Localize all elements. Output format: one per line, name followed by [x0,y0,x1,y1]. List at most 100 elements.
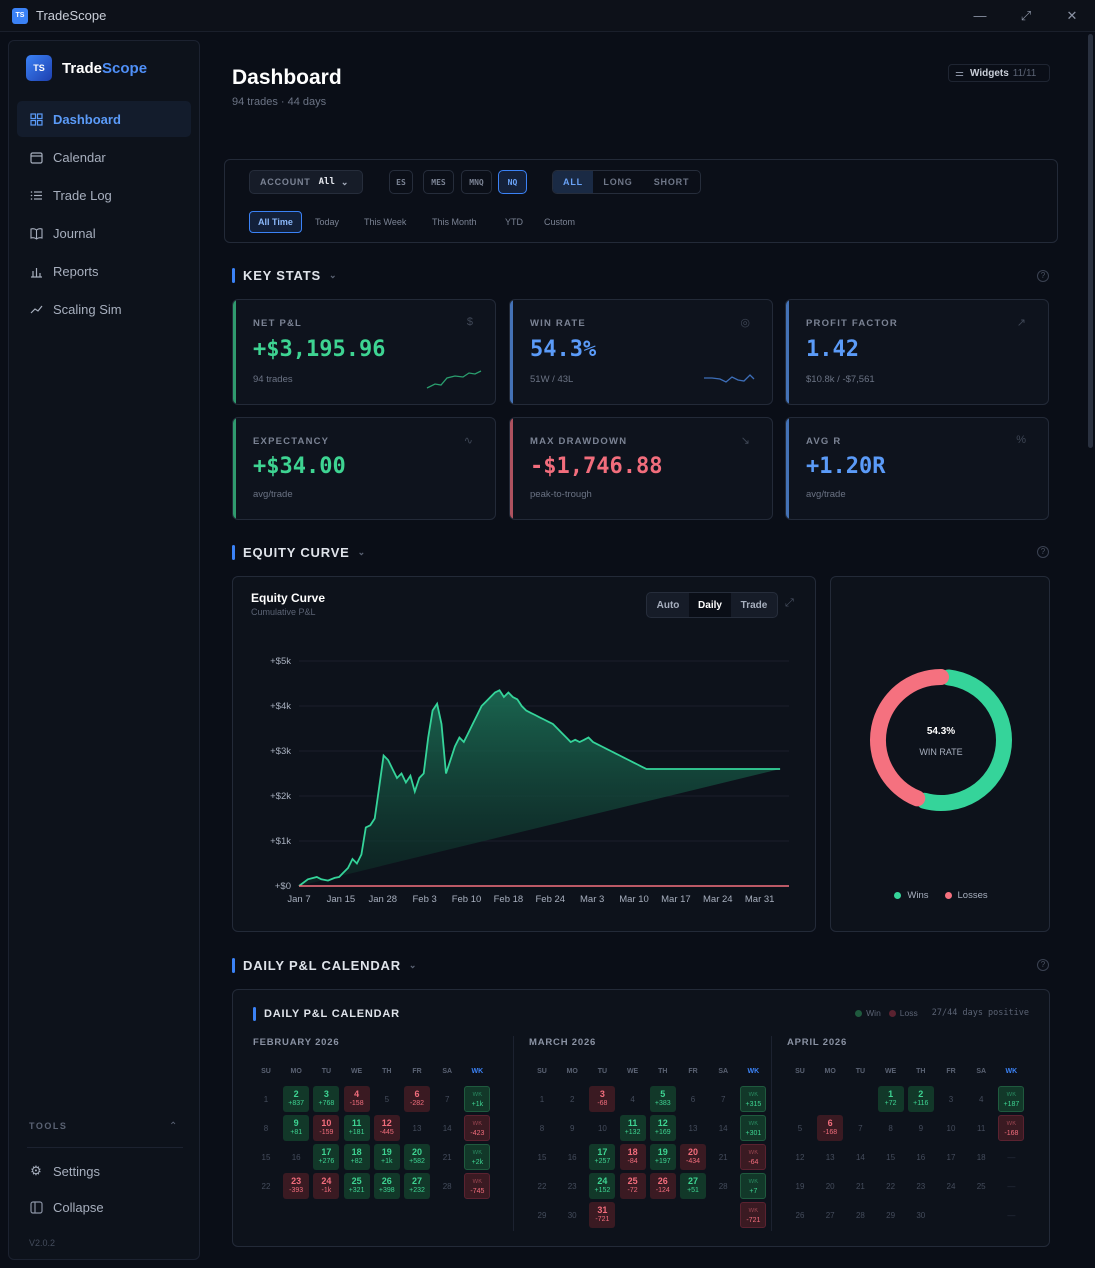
symbol-nq-button[interactable]: NQ [498,170,527,194]
maximize-icon[interactable]: ⤢ [1020,8,1032,23]
calendar-day-cell[interactable]: 24 +152 [589,1173,616,1199]
y-tick-label: +$0 [275,881,291,892]
minimize-icon[interactable]: — [973,8,987,23]
calendar-month-title: APRIL 2026 [787,1037,848,1048]
calendar-day-cell[interactable]: 26 +398 [373,1173,400,1199]
account-select[interactable]: ACCOUNT All ⌄ [249,170,363,194]
week-total-cell[interactable]: WK -423 [464,1115,491,1141]
day-number: WK [748,1150,759,1156]
sidebar-item-reports[interactable]: Reports [17,253,191,289]
week-total-cell[interactable]: WK +1k [464,1086,491,1112]
key-stats-header[interactable]: KEY STATS ⌄ [232,268,337,283]
expand-icon[interactable]: ⤢ [785,597,794,609]
range-ytd-button[interactable]: YTD [505,217,523,227]
calendar-day-cell[interactable]: 25 -72 [619,1173,646,1199]
direction-short-button[interactable]: SHORT [653,177,690,187]
symbol-es-button[interactable]: ES [389,170,413,194]
calendar-day-cell[interactable]: 19 +1k [373,1144,400,1170]
calendar-day-cell[interactable]: 17 +257 [589,1144,616,1170]
calendar-day-cell[interactable]: 11 +132 [619,1115,646,1141]
day-number: 18 [351,1147,362,1157]
calendar-day-cell[interactable]: 3 +768 [313,1086,340,1112]
help-icon[interactable]: ? [1037,959,1049,971]
chevron-up-icon[interactable]: ⌃ [169,1121,178,1132]
calendar-day-cell[interactable]: 27 +232 [404,1173,430,1199]
calendar-day-cell[interactable]: 31 -721 [589,1202,616,1228]
mode-trade-button[interactable]: Trade [740,599,768,611]
week-total-cell[interactable]: WK +315 [740,1086,767,1112]
week-total-cell[interactable]: WK +301 [740,1115,767,1141]
calendar-day-cell[interactable]: 19 +197 [649,1144,676,1170]
widgets-button[interactable]: ⚌ Widgets 11/11 [948,64,1050,82]
calendar-day-cell[interactable]: 1 +72 [877,1086,904,1112]
help-icon[interactable]: ? [1037,270,1049,282]
calendar-day-cell[interactable]: 18 -84 [619,1144,646,1170]
day-number: 5 [660,1089,666,1099]
week-total-cell[interactable]: WK -64 [740,1144,767,1170]
calendar-day-cell[interactable]: 11 +181 [343,1115,370,1141]
calendar-day-cell[interactable]: 17 +276 [313,1144,340,1170]
calendar-day-cell[interactable]: 23 -393 [283,1173,310,1199]
calendar-day-cell[interactable]: 20 +582 [404,1144,430,1170]
calendar-day-empty: 7 [444,1095,450,1104]
settings-button[interactable]: ⚙ Settings [17,1153,191,1189]
range-this-week-button[interactable]: This Week [364,217,407,227]
calendar-day-cell[interactable]: 2 +116 [907,1086,934,1112]
calendar-day-cell[interactable]: 25 +321 [343,1173,370,1199]
calendar-day-cell[interactable]: 5 +383 [649,1086,676,1112]
calendar-day-cell[interactable]: 12 +169 [649,1115,676,1141]
day-number: WK [472,1121,483,1127]
calendar-day-cell[interactable]: 24 -1k [313,1173,340,1199]
week-total-cell[interactable]: WK +2k [464,1144,491,1170]
sidebar-item-dashboard[interactable]: Dashboard [17,101,191,137]
week-total-cell[interactable]: WK -721 [740,1202,767,1228]
legend-dot [894,892,902,899]
calendar-day-cell[interactable]: 10 -159 [313,1115,340,1141]
collapse-button[interactable]: Collapse [17,1189,191,1225]
calendar-day-cell[interactable]: 6 -168 [817,1115,844,1141]
calendar-day-empty: 22 [537,1182,547,1191]
calendar-day-cell[interactable]: 4 -158 [343,1086,370,1112]
day-number: 26 [381,1176,392,1186]
week-total-cell[interactable]: WK -168 [998,1115,1025,1141]
symbol-mes-button[interactable]: MES [423,170,454,194]
range-custom-button[interactable]: Custom [544,217,576,227]
calendar-day-cell[interactable]: 6 -282 [404,1086,430,1112]
calendar-day-empty: — [1007,1153,1016,1162]
equity-curve-header[interactable]: EQUITY CURVE ⌄ [232,545,366,560]
calendar-panel-header: DAILY P&L CALENDAR [253,1007,400,1021]
grid-icon [29,112,43,126]
x-tick-label: Mar 10 [619,894,649,905]
sidebar-item-calendar[interactable]: Calendar [17,139,191,175]
x-tick-label: Jan 7 [287,894,310,905]
calendar-day-cell[interactable]: 2 +837 [283,1086,310,1112]
close-icon[interactable]: ✕ [1066,8,1078,23]
calendar-day-cell[interactable]: 18 +82 [343,1144,370,1170]
help-icon[interactable]: ? [1037,546,1049,558]
symbol-mnq-button[interactable]: MNQ [461,170,492,194]
week-total-cell[interactable]: WK -745 [464,1173,491,1199]
calendar-day-cell[interactable]: 26 -124 [649,1173,676,1199]
calendar-day-cell[interactable]: 9 +81 [283,1115,310,1141]
calendar-day-cell[interactable]: 12 -445 [373,1115,400,1141]
week-total-cell[interactable]: WK +187 [998,1086,1025,1112]
mode-daily-button[interactable]: Daily [689,593,731,617]
calendar-section-header[interactable]: DAILY P&L CALENDAR ⌄ [232,958,417,973]
sidebar-item-trade-log[interactable]: Trade Log [17,177,191,213]
direction-long-button[interactable]: LONG [603,177,633,187]
sidebar-item-journal[interactable]: Journal [17,215,191,251]
calendar-day-cell[interactable]: 20 -434 [680,1144,706,1170]
week-total-cell[interactable]: WK +7 [740,1173,767,1199]
range-today-button[interactable]: Today [315,217,340,227]
direction-all-button[interactable]: ALL [553,171,593,193]
brand[interactable]: TS TradeScope [26,55,147,81]
range-all-time-button[interactable]: All Time [249,211,302,233]
calendar-day-cell[interactable]: 27 +51 [680,1173,706,1199]
day-pnl: +72 [884,1100,897,1107]
sidebar: TS TradeScope Dashboard Calendar Trade Log… [8,40,200,1260]
range-this-month-button[interactable]: This Month [432,217,477,227]
sidebar-item-scaling-sim[interactable]: Scaling Sim [17,291,191,327]
calendar-day-cell[interactable]: 3 -68 [589,1086,616,1112]
scrollbar[interactable] [1088,34,1093,448]
mode-auto-button[interactable]: Auto [656,599,680,611]
